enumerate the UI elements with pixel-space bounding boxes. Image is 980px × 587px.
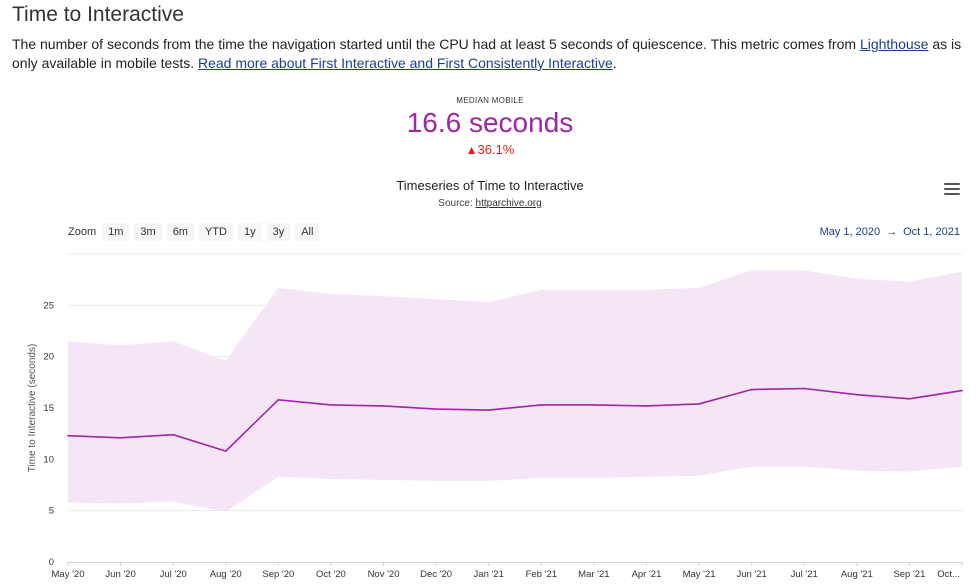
y-tick-label: 15 [43, 403, 54, 414]
zoom-1m-button[interactable]: 1m [102, 223, 130, 241]
data-point[interactable] [540, 404, 543, 406]
description-text-2: as is only available in mobile tests. [12, 36, 962, 71]
chart-title: Timeseries of Time to Interactive [396, 178, 584, 193]
x-tick-label: Sep '21 [893, 569, 925, 580]
x-tick-label: Feb '21 [526, 569, 557, 580]
x-tick-label: Dec '20 [420, 569, 452, 580]
x-tick-label: Jun '21 [736, 569, 766, 580]
data-point[interactable] [856, 393, 858, 396]
x-tick-label: Jun '20 [105, 569, 135, 580]
read-more-link[interactable]: Read more about First Interactive and Fi… [198, 55, 613, 71]
data-point[interactable] [67, 434, 69, 437]
zoom-ytd-button[interactable]: YTD [198, 223, 233, 241]
x-tick-label: Nov '20 [368, 569, 400, 580]
series-line [67, 387, 963, 453]
data-point[interactable] [119, 436, 122, 439]
x-tick-label: Mar '21 [578, 569, 609, 580]
data-point[interactable] [487, 409, 490, 411]
data-point[interactable] [330, 404, 332, 406]
band-area [68, 270, 962, 512]
data-point[interactable] [645, 405, 648, 407]
menu-line [944, 188, 960, 190]
data-point[interactable] [277, 398, 280, 401]
x-tick-label: Jul '20 [160, 569, 187, 580]
menu-line [944, 193, 960, 195]
x-tick-label: Apr '21 [632, 569, 662, 580]
zoom-label: Zoom [68, 226, 97, 238]
data-point[interactable] [750, 388, 753, 391]
range-to-input[interactable]: Oct 1, 2021 [903, 226, 960, 238]
menu-line [944, 183, 960, 185]
data-point[interactable] [435, 408, 437, 410]
kpi-value: 16.6 seconds [406, 107, 574, 138]
x-tick-label: May '21 [683, 569, 716, 580]
x-tick-label: May '20 [52, 569, 85, 580]
data-point[interactable] [172, 433, 174, 436]
data-point[interactable] [908, 397, 911, 400]
data-point[interactable] [961, 389, 963, 392]
range-from-input[interactable]: May 1, 2020 [819, 226, 881, 238]
source-link[interactable]: httparchive.org [475, 198, 542, 209]
description-text-1: The number of seconds from the time the … [12, 36, 860, 52]
zoom-toolbar: Zoom 1m 3m 6m YTD 1y 3y All [68, 222, 324, 242]
kpi-change-value: 36.1% [477, 142, 515, 157]
data-point[interactable] [698, 403, 700, 405]
y-tick-label: 5 [49, 506, 54, 517]
metric-description: The number of seconds from the time the … [12, 35, 974, 73]
y-axis-label: Time to Interactive (seconds) [27, 344, 38, 473]
zoom-6m-button[interactable]: 6m [166, 223, 194, 241]
median-line [67, 387, 963, 453]
zoom-3y-button[interactable]: 3y [266, 223, 291, 241]
kpi-change: ▲36.1% [0, 142, 980, 157]
y-tick-label: 20 [43, 352, 54, 363]
lighthouse-link[interactable]: Lighthouse [859, 36, 929, 52]
page-title: Time to Interactive [12, 3, 184, 26]
date-range: May 1, 2020 → Oct 1, 2021 [820, 226, 960, 238]
x-tick-label: Aug '21 [841, 569, 873, 580]
kpi-label: MEDIAN MOBILE [456, 96, 524, 105]
data-point[interactable] [803, 387, 806, 390]
zoom-1y-button[interactable]: 1y [237, 223, 262, 241]
x-tick-label: Jul '21 [791, 569, 818, 580]
data-point[interactable] [224, 450, 227, 452]
hamburger-menu-icon[interactable] [944, 183, 960, 197]
y-tick-label: 0 [49, 557, 54, 568]
axes: 0 5 10 15 20 25 May '20 Jun '20 Jul '20 Aug '20 Se… [43, 300, 963, 580]
description-text-3: . [612, 55, 617, 71]
y-tick-label: 25 [43, 300, 54, 311]
zoom-all-button[interactable]: All [295, 223, 320, 241]
data-point[interactable] [382, 405, 385, 407]
zoom-3m-button[interactable]: 3m [134, 223, 162, 241]
x-tick-label: Jan '21 [474, 569, 504, 580]
chart-source-label: Source: [438, 198, 476, 209]
x-tick-label: Oct... [937, 569, 960, 580]
percentile-band [68, 270, 962, 512]
x-tick-label: Oct '20 [316, 569, 346, 580]
range-arrow-icon: → [886, 226, 898, 238]
chart-source: Source: httparchive.org [0, 198, 980, 209]
up-triangle-icon: ▲ [465, 143, 478, 157]
x-tick-label: Sep '20 [262, 569, 294, 580]
data-point[interactable] [593, 404, 595, 406]
x-tick-label: Aug '20 [210, 569, 242, 580]
y-tick-label: 10 [43, 454, 54, 465]
